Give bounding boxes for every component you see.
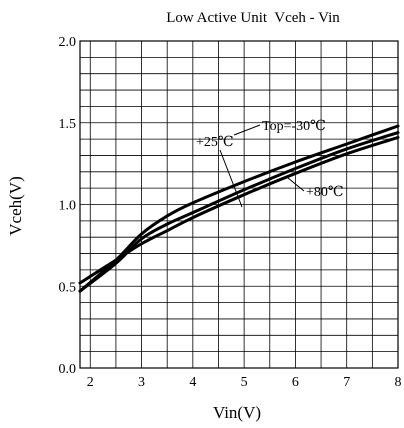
y-axis-label: Vceh(V) (6, 176, 25, 235)
x-tick-label: 8 (395, 375, 402, 390)
series-line-3 (80, 137, 398, 283)
x-tick-label: 5 (241, 375, 248, 390)
y-tick-label: 1.0 (59, 199, 77, 214)
y-tick-label: 0.5 (59, 280, 77, 295)
series-label-2: +25℃ (196, 135, 234, 150)
annotation-leader (234, 125, 260, 135)
x-tick-label: 3 (138, 375, 145, 390)
series-label-3: +80℃ (306, 185, 344, 200)
series-line-2 (80, 133, 398, 292)
y-axis-ticks: 0.0 0.5 1.0 1.5 2.0 (59, 35, 77, 377)
x-axis-label: Vin(V) (213, 403, 261, 422)
curves (80, 126, 398, 291)
x-tick-label: 6 (292, 375, 299, 390)
y-tick-label: 0.0 (59, 362, 77, 377)
y-tick-label: 1.5 (59, 117, 77, 132)
series-label-1: Top=-30℃ (262, 119, 326, 134)
x-axis-ticks: 2 3 4 5 6 7 8 (87, 375, 402, 390)
x-tick-label: 2 (87, 375, 94, 390)
series-line-1 (80, 126, 398, 291)
x-tick-label: 4 (189, 375, 196, 390)
grid (80, 41, 398, 368)
chart-title: Low Active Unit Vceh - Vin (166, 10, 340, 26)
y-tick-label: 2.0 (59, 35, 77, 50)
annotation-leader (288, 178, 304, 191)
x-tick-label: 7 (343, 375, 350, 390)
